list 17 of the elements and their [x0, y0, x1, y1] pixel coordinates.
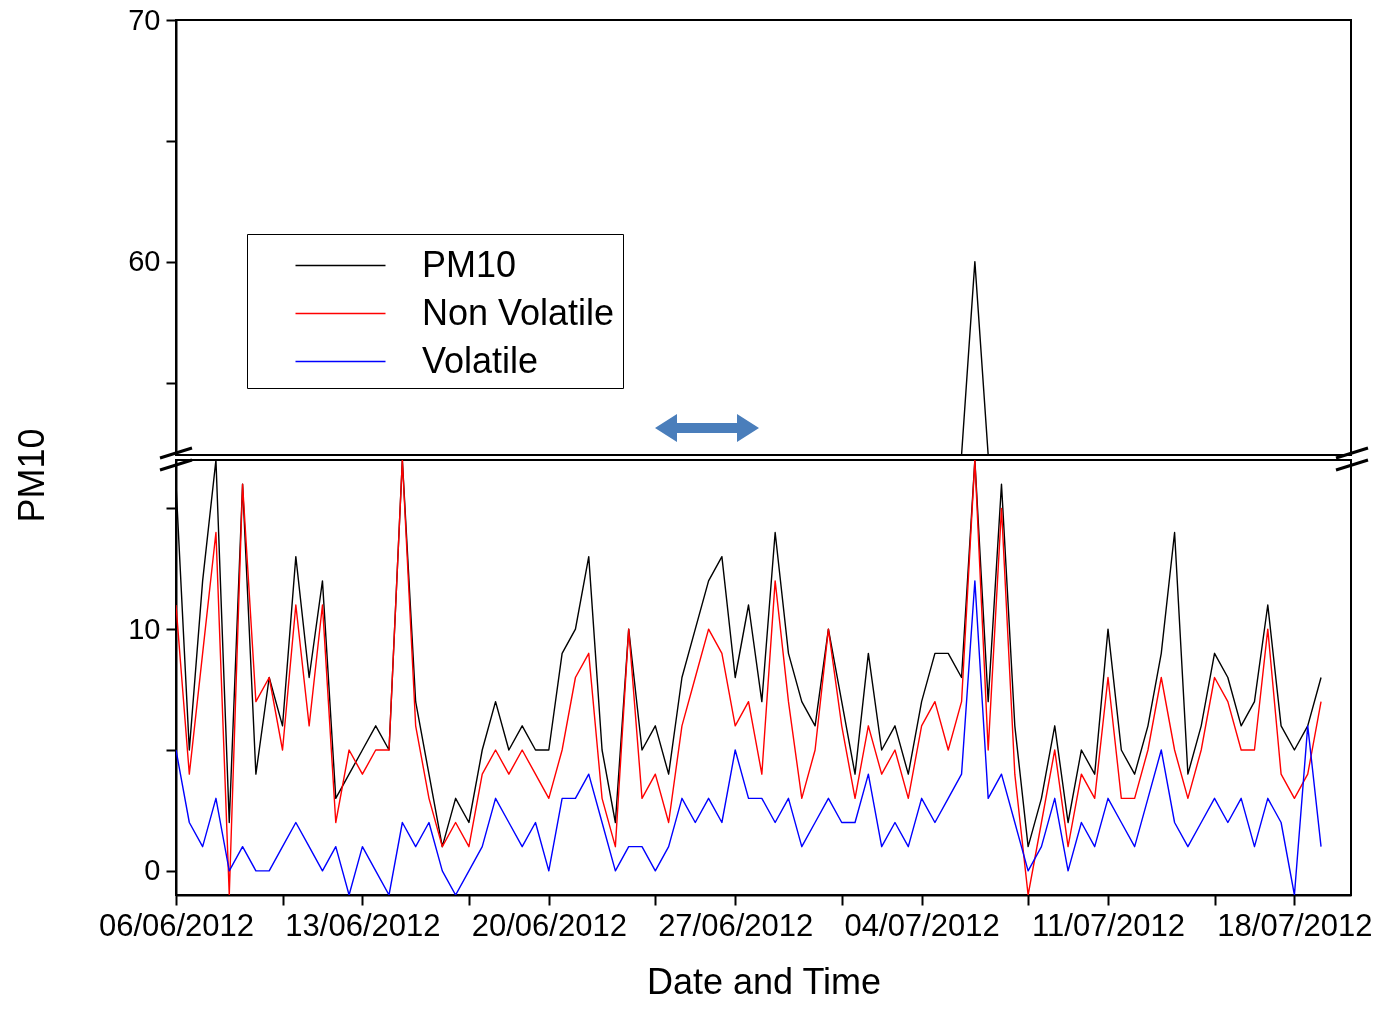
x-axis-title: Date and Time: [646, 960, 882, 1002]
x-tick-label: 11/07/2012: [1032, 907, 1185, 943]
y-tick-label: 70: [128, 3, 161, 36]
x-tick-label: 04/07/2012: [844, 907, 1000, 943]
x-tick-label: 18/07/2012: [1217, 907, 1373, 943]
x-tick-label: 20/06/2012: [471, 907, 627, 943]
y-tick-label: 0: [144, 854, 161, 887]
x-tick-label: 27/06/2012: [658, 907, 814, 943]
x-tick-label: 13/06/2012: [285, 907, 441, 943]
legend-label: PM10: [422, 243, 517, 285]
legend-label: Non Volatile: [422, 291, 615, 333]
x-tick-label: 06/06/2012: [98, 907, 255, 943]
y-tick-label: 10: [128, 612, 161, 645]
line-series: [176, 580, 1322, 895]
legend-label: Volatile: [422, 339, 539, 381]
y-tick-label: 60: [128, 245, 161, 278]
y-axis-title: PM10: [10, 428, 52, 523]
